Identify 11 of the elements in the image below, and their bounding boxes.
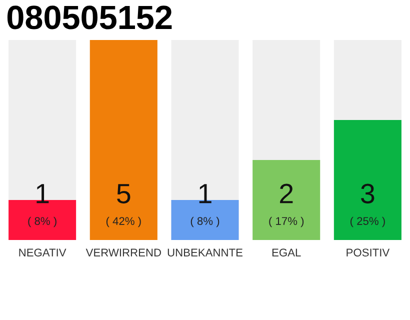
x-tick-label: POSITIV bbox=[346, 248, 390, 256]
data-label: 2 ( 17% ) bbox=[269, 184, 304, 228]
x-tick-label: UNBEKANNTE bbox=[168, 248, 242, 256]
data-label: 1 ( 8% ) bbox=[190, 184, 220, 228]
x-tick-label: EGAL bbox=[272, 248, 301, 256]
data-label: 1 ( 8% ) bbox=[28, 184, 56, 228]
data-label: 3 ( 25% ) bbox=[350, 184, 385, 228]
x-tick-label: NEGATIV bbox=[19, 248, 66, 256]
x-tick-label: VERWIRREND bbox=[86, 248, 161, 256]
data-label: 5 ( 42% ) bbox=[106, 184, 141, 228]
chart-title: 080505152 bbox=[7, 6, 172, 30]
